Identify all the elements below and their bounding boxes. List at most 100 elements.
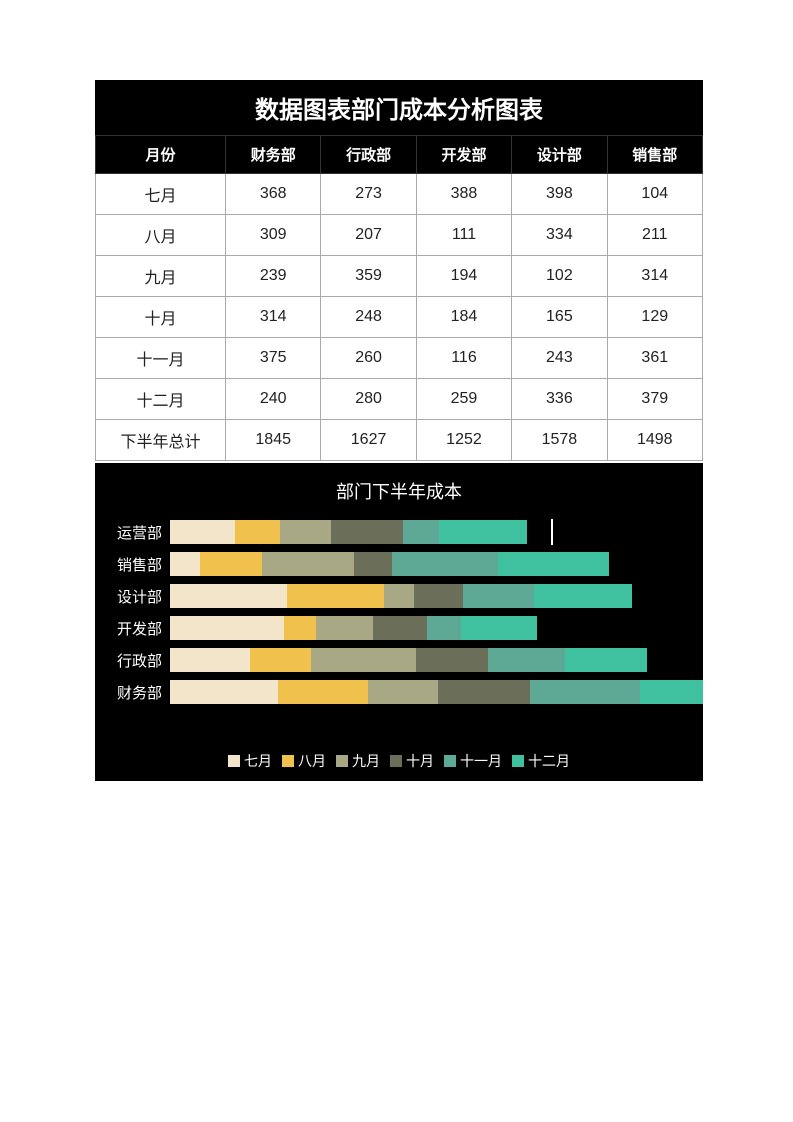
chart-bar-stack (170, 648, 647, 672)
chart-bar-row: 设计部 (170, 583, 690, 609)
legend-item: 十月 (390, 751, 434, 771)
data-table: 月份财务部行政部开发部设计部销售部 七月368273388398104八月309… (95, 135, 703, 461)
chart-bar-segment (414, 584, 462, 608)
table-cell: 280 (321, 379, 416, 420)
table-cell: 379 (607, 379, 702, 420)
legend-label: 七月 (244, 751, 272, 771)
chart-bar-segment (311, 648, 416, 672)
table-cell: 273 (321, 174, 416, 215)
chart-bar-stack (170, 520, 527, 544)
table-cell: 十二月 (96, 379, 226, 420)
table-cell: 下半年总计 (96, 420, 226, 461)
chart-bar-segment (384, 584, 414, 608)
table-row: 十二月240280259336379 (96, 379, 703, 420)
legend-swatch (512, 755, 524, 767)
legend-item: 七月 (228, 751, 272, 771)
chart-bar-label: 销售部 (102, 554, 162, 575)
chart-axis-tick: 600 (332, 711, 359, 729)
chart-bar-segment (461, 616, 537, 640)
chart-bar-segment (200, 552, 262, 576)
table-cell: 309 (226, 215, 321, 256)
table-cell: 165 (512, 297, 607, 338)
chart-bar-label: 财务部 (102, 682, 162, 703)
chart-bar-segment (640, 680, 703, 704)
chart-bar-stack (170, 680, 703, 704)
chart-bar-segment (280, 520, 332, 544)
table-cell: 184 (416, 297, 511, 338)
table-cell: 1498 (607, 420, 702, 461)
table-header: 行政部 (321, 136, 416, 174)
chart-bar-stack (170, 584, 632, 608)
chart-bar-segment (278, 680, 369, 704)
chart-bar-segment (403, 520, 439, 544)
chart-bar-label: 开发部 (102, 618, 162, 639)
chart-bar-segment (170, 616, 284, 640)
chart-bar-segment (235, 520, 280, 544)
legend-label: 十月 (406, 751, 434, 771)
table-cell: 111 (416, 215, 511, 256)
table-cell: 243 (512, 338, 607, 379)
chart-bar-segment (439, 520, 527, 544)
chart-bar-segment (438, 680, 530, 704)
table-cell: 1627 (321, 420, 416, 461)
legend-item: 十一月 (444, 751, 502, 771)
table-cell: 388 (416, 174, 511, 215)
page-title: 数据图表部门成本分析图表 (95, 80, 703, 135)
chart-bar-segment (354, 552, 392, 576)
chart-bar-row: 销售部 (170, 551, 690, 577)
chart-bar-segment (316, 616, 373, 640)
table-cell: 十月 (96, 297, 226, 338)
table-cell: 334 (512, 215, 607, 256)
legend-label: 十二月 (528, 751, 570, 771)
chart-axis-tick: 1200 (504, 711, 540, 729)
table-header: 设计部 (512, 136, 607, 174)
table-cell: 248 (321, 297, 416, 338)
table-cell: 314 (607, 256, 702, 297)
legend-label: 八月 (298, 751, 326, 771)
chart-bar-segment (534, 584, 632, 608)
chart-bar-stack (170, 616, 537, 640)
table-cell: 1252 (416, 420, 511, 461)
table-header: 销售部 (607, 136, 702, 174)
table-header: 财务部 (226, 136, 321, 174)
chart-bar-segment (373, 616, 427, 640)
chart-bar-label: 运营部 (102, 522, 162, 543)
chart-bar-segment (427, 616, 461, 640)
table-cell: 七月 (96, 174, 226, 215)
chart-bar-segment (565, 648, 647, 672)
chart-bar-segment (498, 552, 609, 576)
chart-bar-segment (416, 648, 489, 672)
chart-bar-label: 行政部 (102, 650, 162, 671)
chart-axis-tick: 800 (391, 711, 418, 729)
table-cell: 336 (512, 379, 607, 420)
chart-bar-label: 设计部 (102, 586, 162, 607)
table-cell: 九月 (96, 256, 226, 297)
table-row: 九月239359194102314 (96, 256, 703, 297)
table-cell: 194 (416, 256, 511, 297)
chart-bar-segment (262, 552, 354, 576)
table-cell: 260 (321, 338, 416, 379)
chart-plot-area: 运营部销售部设计部开发部行政部财务部 (170, 519, 690, 705)
chart-axis-tick: 1000 (445, 711, 481, 729)
chart-x-axis: 0200400600800100012001400 (170, 711, 690, 733)
table-cell: 259 (416, 379, 511, 420)
chart-legend: 七月八月九月十月十一月十二月 (95, 751, 703, 771)
chart-bar-segment (170, 584, 287, 608)
chart-bar-segment (284, 616, 317, 640)
chart-bar-row: 行政部 (170, 647, 690, 673)
table-row: 十一月375260116243361 (96, 338, 703, 379)
table-cell: 1845 (226, 420, 321, 461)
chart-bar-segment (392, 552, 498, 576)
legend-item: 十二月 (512, 751, 570, 771)
chart-marker-line (551, 519, 553, 545)
chart-bar-segment (463, 584, 534, 608)
chart-bar-segment (488, 648, 564, 672)
chart-bar-segment (368, 680, 438, 704)
legend-swatch (228, 755, 240, 767)
table-cell: 116 (416, 338, 511, 379)
table-header: 开发部 (416, 136, 511, 174)
chart-axis-tick: 0 (166, 711, 175, 729)
chart-bar-stack (170, 552, 609, 576)
chart-bar-segment (170, 648, 250, 672)
chart-bar-segment (250, 648, 311, 672)
